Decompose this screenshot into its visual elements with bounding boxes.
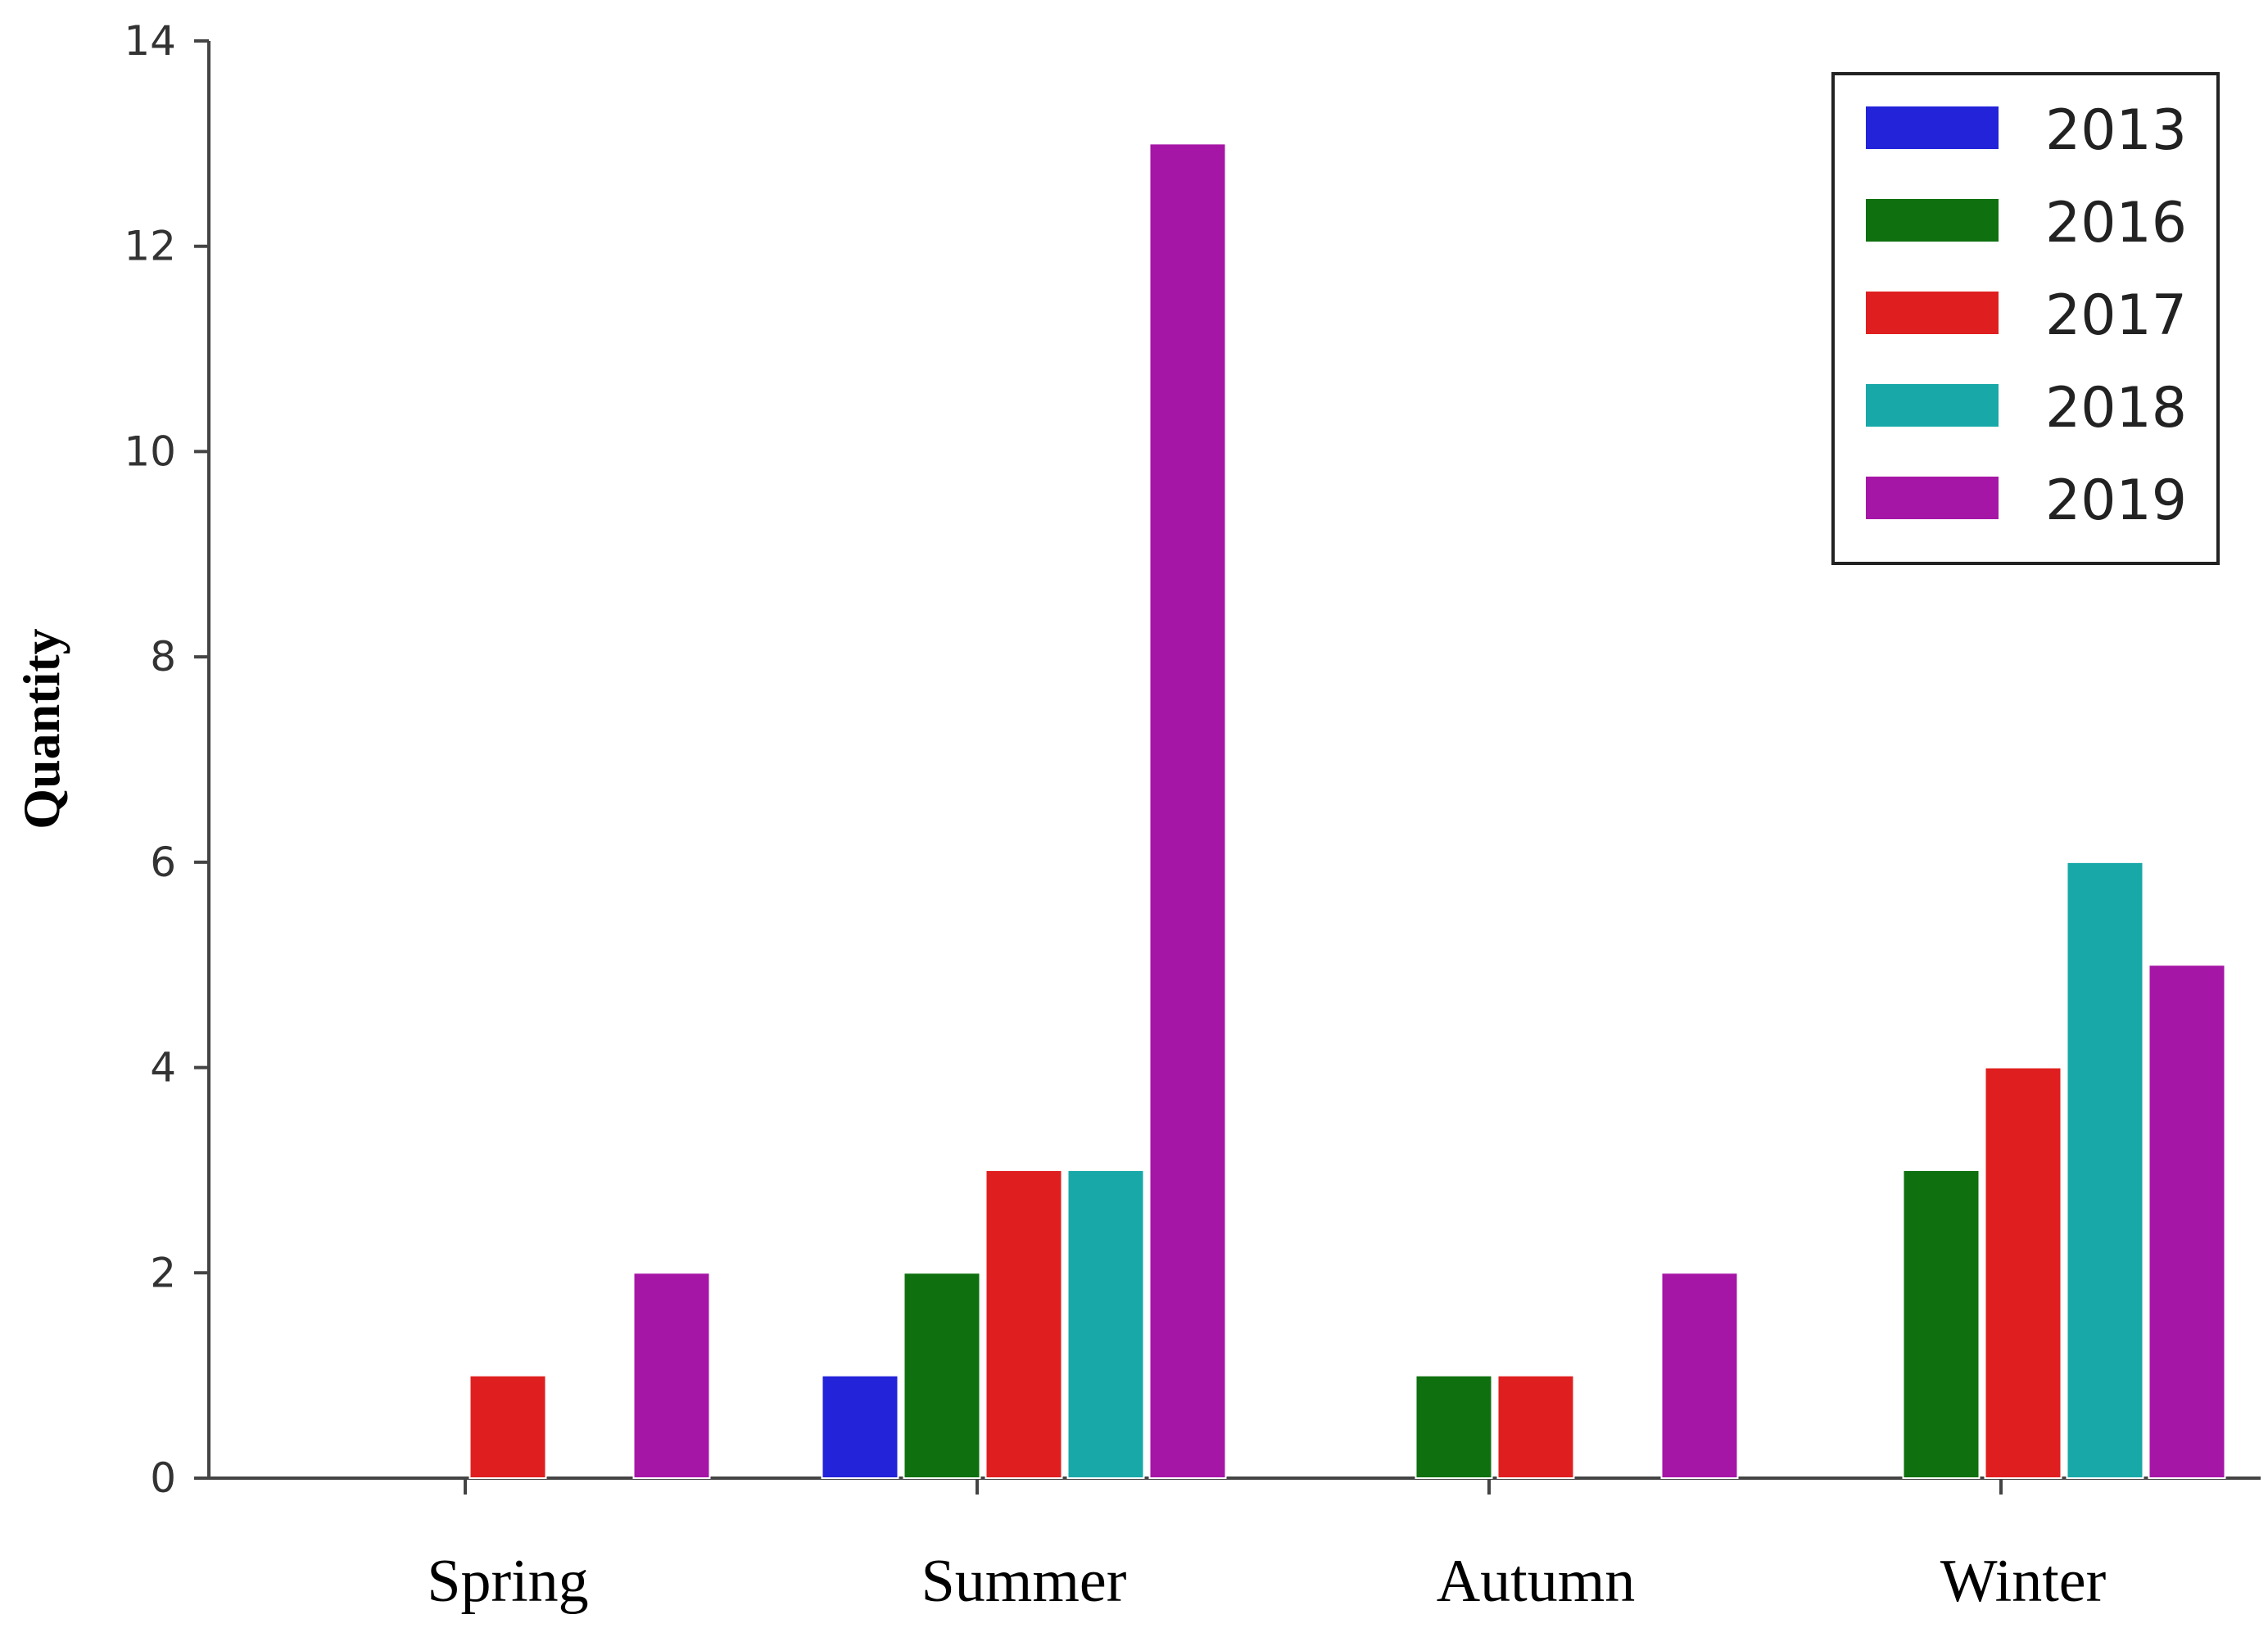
bar-summer-2017 xyxy=(985,1169,1063,1480)
x-tick-label: Winter xyxy=(1940,1548,2107,1615)
y-tick-label: 12 xyxy=(124,223,176,270)
legend-label-2018: 2018 xyxy=(2045,376,2187,441)
legend-swatch-2018 xyxy=(1866,384,1999,427)
y-tick-label: 8 xyxy=(150,633,176,681)
y-tick-label: 4 xyxy=(150,1044,176,1092)
bar-spring-2019 xyxy=(632,1272,711,1480)
y-tick-label: 14 xyxy=(124,17,176,65)
bar-spring-2017 xyxy=(469,1374,547,1479)
legend-label-2019: 2019 xyxy=(2045,468,2187,533)
legend-label-2013: 2013 xyxy=(2045,98,2187,163)
bar-summer-2016 xyxy=(903,1272,981,1480)
x-tick-label: Spring xyxy=(427,1548,588,1615)
bar-winter-2016 xyxy=(1902,1169,1981,1480)
legend-label-2016: 2016 xyxy=(2045,191,2187,256)
y-tick-label: 10 xyxy=(124,427,176,475)
x-tick-label: Summer xyxy=(921,1548,1127,1615)
legend-swatch-2019 xyxy=(1866,477,1999,519)
y-axis-title: Quantity xyxy=(12,628,70,829)
y-tick-label: 2 xyxy=(150,1249,176,1296)
bar-winter-2019 xyxy=(2148,964,2226,1479)
x-tick-label: Autumn xyxy=(1437,1548,1636,1615)
bar-summer-2019 xyxy=(1148,142,1227,1479)
y-tick-label: 6 xyxy=(150,839,176,886)
bar-winter-2018 xyxy=(2066,861,2144,1480)
x-axis-ticks: Spring Summer Autumn Winter xyxy=(427,1478,2106,1615)
bar-autumn-2019 xyxy=(1660,1272,1739,1480)
y-tick-label: 0 xyxy=(150,1454,176,1502)
bar-autumn-2016 xyxy=(1415,1374,1493,1479)
bars xyxy=(469,142,2226,1480)
legend-swatch-2017 xyxy=(1866,292,1999,334)
legend: 2013 2016 2017 2018 2019 xyxy=(1831,72,2220,565)
bar-summer-2018 xyxy=(1066,1169,1145,1480)
legend-swatch-2016 xyxy=(1866,199,1999,242)
legend-swatch-2013 xyxy=(1866,106,1999,149)
bar-autumn-2017 xyxy=(1496,1374,1575,1479)
legend-label-2017: 2017 xyxy=(2045,283,2187,348)
bar-summer-2013 xyxy=(821,1374,899,1479)
bar-winter-2017 xyxy=(1984,1066,2062,1479)
y-axis-ticks: 0 2 4 6 8 10 12 14 xyxy=(124,17,209,1502)
